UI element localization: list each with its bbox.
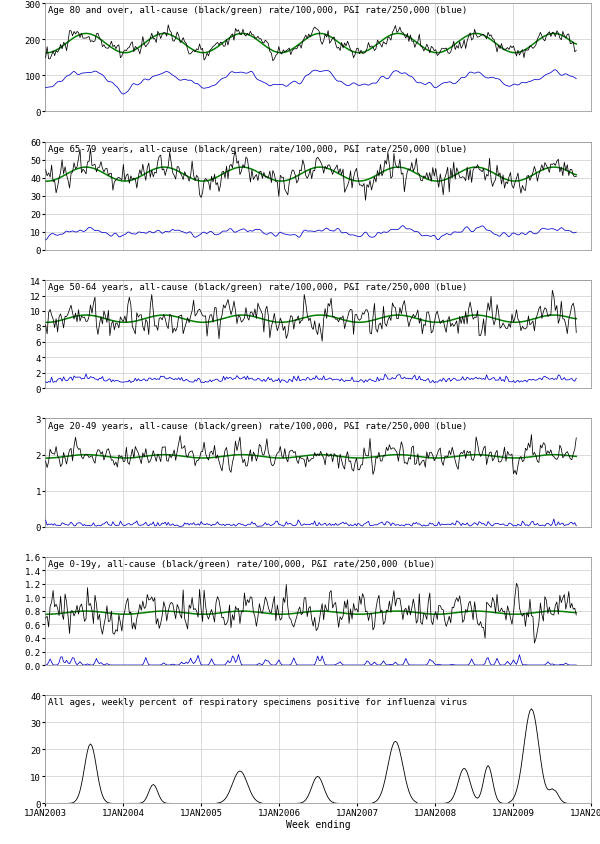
- Text: Age 65-79 years, all-cause (black/green) rate/100,000, P&I rate/250,000 (blue): Age 65-79 years, all-cause (black/green)…: [48, 144, 467, 154]
- Text: All ages, weekly percent of respiratory specimens positive for influenza virus: All ages, weekly percent of respiratory …: [48, 698, 467, 706]
- Text: Age 80 and over, all-cause (black/green) rate/100,000, P&I rate/250,000 (blue): Age 80 and over, all-cause (black/green)…: [48, 7, 467, 15]
- X-axis label: Week ending: Week ending: [286, 820, 350, 830]
- Text: Age 50-64 years, all-cause (black/green) rate/100,000, P&I rate/250,000 (blue): Age 50-64 years, all-cause (black/green)…: [48, 283, 467, 292]
- Text: Age 0-19y, all-cause (black/green) rate/100,000, P&I rate/250,000 (blue): Age 0-19y, all-cause (black/green) rate/…: [48, 560, 435, 568]
- Text: Age 20-49 years, all-cause (black/green) rate/100,000, P&I rate/250,000 (blue): Age 20-49 years, all-cause (black/green)…: [48, 421, 467, 430]
